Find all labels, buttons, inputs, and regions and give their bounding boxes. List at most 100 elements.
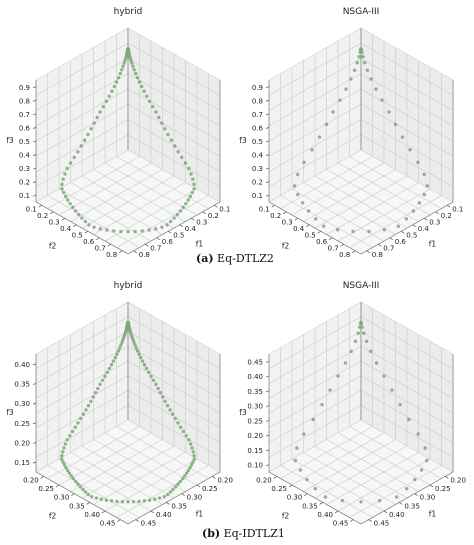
f3-tick-label: 0.5: [252, 138, 263, 146]
data-point: [173, 144, 177, 148]
f1-tick: [202, 211, 206, 214]
data-point: [328, 388, 332, 392]
gridline: [280, 465, 373, 518]
data-point: [153, 497, 157, 501]
data-point: [119, 343, 123, 347]
panel-title: NSGA-III: [343, 281, 380, 291]
data-point: [105, 228, 109, 232]
f1-tick-label: 0.5: [406, 231, 417, 239]
f1-tick-label: 0.3: [196, 218, 207, 226]
f3-tick-label: 0.3: [252, 165, 263, 173]
data-point: [163, 127, 167, 131]
data-point: [191, 450, 195, 454]
data-point: [189, 463, 194, 467]
data-point: [135, 349, 140, 353]
gridline: [35, 73, 129, 127]
data-point: [400, 135, 405, 139]
data-point: [121, 64, 125, 68]
caption-b: (b) Eq-IDTLZ1: [202, 527, 285, 540]
gridline: [127, 316, 221, 370]
data-point: [417, 201, 422, 205]
data-point: [66, 198, 70, 202]
data-point: [405, 487, 409, 491]
f3-tick-label: 0.45: [247, 358, 263, 366]
data-point: [98, 110, 102, 114]
data-point: [129, 58, 133, 62]
data-point: [83, 490, 88, 494]
f3-tick: [32, 442, 37, 444]
f1-tick-label: 0.3: [429, 218, 440, 226]
data-point: [413, 477, 417, 482]
data-point: [132, 340, 136, 344]
f1-tick: [212, 476, 216, 479]
f2-tick-label: 0.7: [95, 244, 106, 252]
data-point: [176, 482, 180, 486]
gridline: [81, 445, 175, 499]
f2-tick-label: 0.6: [316, 238, 328, 246]
f2-tick-label: 0.35: [69, 502, 85, 510]
f3-tick-label: 0.1: [252, 192, 263, 200]
data-point: [190, 190, 195, 195]
f2-tick-label: 0.2: [37, 212, 48, 220]
f1-tick: [150, 510, 155, 514]
data-point: [63, 172, 67, 176]
data-point: [340, 498, 345, 503]
f3-tick: [265, 127, 270, 129]
f3-tick: [32, 113, 37, 116]
data-point: [120, 68, 124, 72]
data-point: [89, 127, 93, 131]
data-point: [70, 429, 75, 434]
f1-tick: [399, 502, 403, 505]
f2-tick: [350, 519, 354, 522]
f3-tick-label: 0.15: [14, 459, 30, 467]
f1-tick: [401, 231, 405, 234]
data-point: [115, 499, 119, 504]
f1-tick: [181, 493, 185, 496]
data-point: [361, 55, 365, 59]
data-point: [71, 205, 75, 210]
gridline: [116, 465, 209, 518]
gridline: [47, 195, 140, 248]
gridline: [35, 345, 129, 399]
f3-tick: [32, 402, 37, 405]
gridline: [35, 58, 129, 111]
data-point: [160, 121, 164, 125]
f1-tick-label: 0.8: [372, 251, 383, 259]
f3-tick-label: 0.5: [19, 138, 30, 146]
data-point: [116, 75, 121, 80]
data-point: [324, 122, 329, 127]
gridline: [349, 195, 442, 248]
data-point: [126, 230, 130, 234]
gridline: [268, 331, 362, 384]
f1-tick: [214, 205, 218, 208]
data-point: [161, 395, 165, 399]
data-point: [113, 355, 117, 360]
data-point: [165, 403, 170, 408]
data-point: [362, 331, 366, 335]
data-point: [149, 374, 153, 378]
data-point: [311, 417, 315, 422]
f3-tick-label: 0.1: [19, 192, 30, 200]
f3-tick-label: 0.25: [14, 420, 30, 428]
data-point: [120, 340, 124, 344]
data-point: [396, 224, 401, 228]
data-point: [131, 500, 136, 504]
gridline: [360, 42, 454, 96]
data-point: [99, 497, 103, 501]
data-point: [300, 201, 305, 205]
data-point: [349, 77, 353, 81]
gridline: [337, 458, 431, 512]
data-point: [119, 229, 123, 234]
data-point: [147, 498, 152, 502]
data-point: [184, 433, 188, 438]
data-point: [183, 161, 188, 165]
data-point: [98, 382, 102, 387]
data-point: [131, 64, 135, 68]
data-point: [73, 425, 78, 429]
gridline: [127, 331, 221, 384]
data-point: [104, 99, 109, 104]
f2-tick: [55, 484, 60, 488]
data-point: [112, 229, 116, 233]
data-point: [157, 115, 161, 120]
data-point: [60, 457, 64, 461]
